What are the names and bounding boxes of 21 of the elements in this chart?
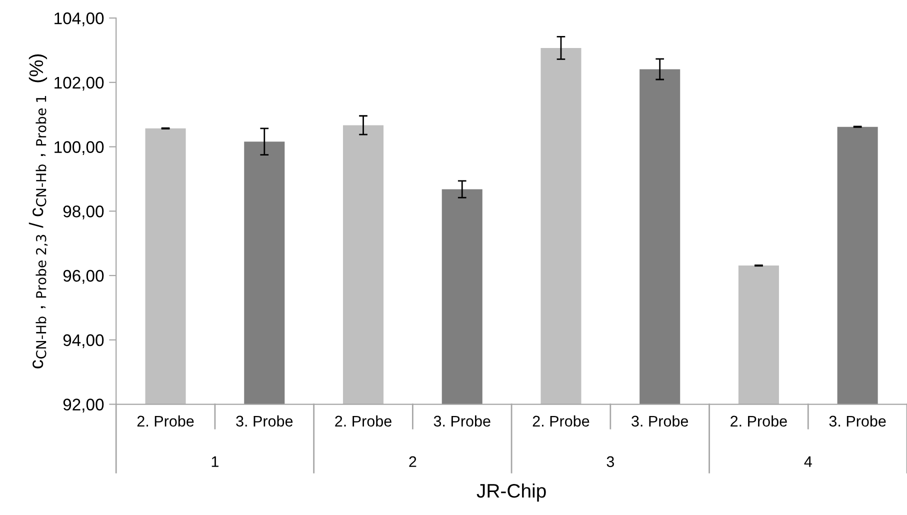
text: 4 — [804, 456, 812, 467]
text: 1 — [212, 456, 218, 467]
x-tick-label: 3. Probe — [829, 415, 886, 427]
text: c$_{CN-Hb}$ , $_{Probe 2,3}$ / c$_{CN-Hb}$ , $_{Probe 1}$ (%) — [28, 54, 48, 368]
y-tick-label: 104,00 — [54, 12, 104, 26]
y-tick-label: 100,00 — [54, 141, 104, 155]
y-tick-label: 98,00 — [63, 206, 104, 220]
text: 3 — [606, 456, 614, 468]
x-tick-label: 3. Probe — [236, 415, 293, 427]
x-axis-title: JR-Chip — [476, 483, 546, 502]
x-tick-label: 3. Probe — [632, 415, 688, 427]
y-tick-label: 96,00 — [63, 270, 104, 284]
x-tick-label: 2. Probe — [532, 415, 590, 427]
x-tick-label: 3. Probe — [434, 415, 490, 427]
y-tick-label: 102,00 — [54, 76, 104, 91]
x-tick-label: 2. Probe — [335, 415, 392, 427]
x-tick-label: 2. Probe — [137, 415, 194, 427]
x-tick-label: 2. Probe — [730, 415, 787, 427]
y-tick-label: 94,00 — [63, 334, 104, 348]
y-tick-label: 92,00 — [63, 398, 104, 412]
text: 2 — [409, 456, 416, 467]
